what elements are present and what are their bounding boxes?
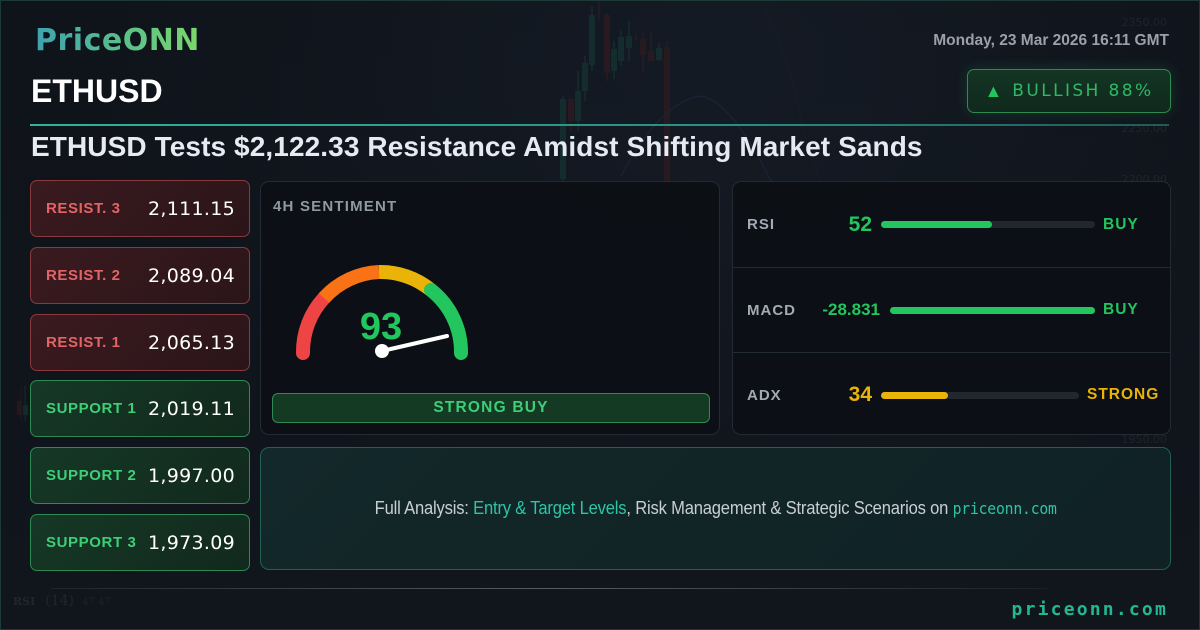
level-value: 1,997.00 <box>148 464 236 487</box>
price-axis-label: 2350.00 <box>1121 16 1168 29</box>
indicator-signal: BUY <box>1103 301 1139 318</box>
rsi-subchart-label: RSI (14) 47 47 <box>13 593 111 609</box>
level-value: 2,111.15 <box>148 197 236 220</box>
level-label: SUPPORT 1 <box>46 400 137 417</box>
indicator-bar <box>881 392 1079 399</box>
level-value: 2,019.11 <box>148 397 236 420</box>
indicator-value: -28.831 <box>822 300 880 319</box>
indicator-bar-fill <box>890 307 1095 314</box>
level-label: SUPPORT 3 <box>46 534 137 551</box>
indicator-name: MACD <box>747 301 796 319</box>
level-resist-3: RESIST. 3 2,111.15 <box>30 180 250 237</box>
indicator-signal: BUY <box>1103 215 1139 233</box>
level-value: 2,065.13 <box>148 331 236 354</box>
level-resist-2: RESIST. 2 2,089.04 <box>30 247 250 304</box>
level-resist-1: RESIST. 1 2,065.13 <box>30 314 250 371</box>
level-label: RESIST. 2 <box>46 267 121 284</box>
indicator-row-adx: ADX 34 STRONG <box>733 352 1170 437</box>
level-support-3: SUPPORT 3 1,973.09 <box>30 514 250 571</box>
indicator-bar <box>890 307 1095 314</box>
indicator-value: 34 <box>848 383 872 406</box>
triangle-up-icon: ▲ <box>984 81 1003 101</box>
sentiment-title: 4H SENTIMENT <box>273 198 398 215</box>
indicator-row-macd: MACD -28.831 BUY <box>733 267 1170 352</box>
level-support-2: SUPPORT 2 1,997.00 <box>30 447 250 504</box>
indicator-name: RSI <box>747 216 776 233</box>
sentiment-gauge-icon <box>295 265 469 360</box>
level-label: RESIST. 1 <box>46 334 121 351</box>
timestamp: Monday, 23 Mar 2026 16:11 GMT <box>933 32 1169 49</box>
indicator-row-rsi: RSI 52 BUY <box>733 182 1170 267</box>
level-support-1: SUPPORT 1 2,019.11 <box>30 380 250 437</box>
footer-divider <box>51 588 1049 589</box>
indicator-bar <box>881 221 1095 228</box>
cta-text: Full Analysis: Entry & Target Levels, Ri… <box>374 498 1057 518</box>
indicator-value: 52 <box>848 212 872 236</box>
level-label: SUPPORT 2 <box>46 467 137 484</box>
headline: ETHUSD Tests $2,122.33 Resistance Amidst… <box>31 131 923 162</box>
header-divider <box>30 124 1169 126</box>
full-analysis-cta[interactable]: Full Analysis: Entry & Target Levels, Ri… <box>260 447 1171 570</box>
indicator-bar-fill <box>881 221 993 228</box>
sentiment-badge: ▲ BULLISH 88% <box>967 69 1171 113</box>
footer-domain-link[interactable]: priceonn.com <box>1011 599 1168 620</box>
indicator-name: ADX <box>747 386 782 404</box>
priceonn-logo[interactable]: PriceONN <box>35 23 200 58</box>
indicator-signal: STRONG <box>1087 386 1160 403</box>
level-value: 1,973.09 <box>148 531 236 554</box>
sentiment-score: 93 <box>359 306 403 348</box>
cta-domain-link[interactable]: priceonn.com <box>952 499 1057 518</box>
cta-highlight: Entry & Target Levels <box>472 498 627 518</box>
sentiment-panel: 4H SENTIMENT 93 STRONG BUY <box>260 181 720 435</box>
level-value: 2,089.04 <box>148 264 236 287</box>
symbol-title: ETHUSD <box>31 73 163 109</box>
indicator-bar-fill <box>881 392 949 399</box>
sentiment-verdict: STRONG BUY <box>272 393 710 423</box>
level-label: RESIST. 3 <box>46 200 121 217</box>
indicators-panel: RSI 52 BUY MACD -28.831 BUY ADX 34 STRON… <box>732 181 1171 435</box>
sentiment-badge-label: BULLISH 88% <box>1012 81 1154 101</box>
